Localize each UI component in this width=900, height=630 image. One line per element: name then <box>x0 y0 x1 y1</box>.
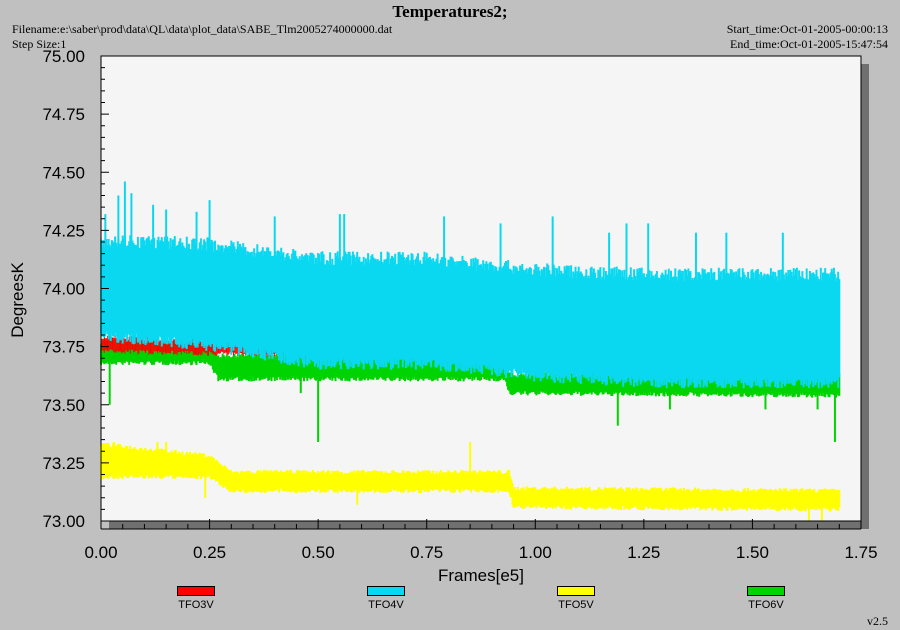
end-time-label: End_time:Oct-01-2005-15:47:54 <box>730 37 888 51</box>
start-time-label: Start_time:Oct-01-2005-00:00:13 <box>726 22 888 36</box>
x-tick-label: 0.25 <box>193 543 226 562</box>
y-tick-label: 73.25 <box>42 454 85 473</box>
version-label: v2.5 <box>867 614 888 628</box>
y-axis-label: DegreesK <box>8 262 27 338</box>
legend-label-tfo4v: TFO4V <box>368 599 404 611</box>
y-tick-label: 73.00 <box>42 512 85 531</box>
filename-label: Filename:e:\saber\prod\data\QL\data\plot… <box>12 22 393 36</box>
step-size-label: Step Size:1 <box>12 37 67 51</box>
chart-title: Temperatures2; <box>392 2 508 21</box>
legend-label-tfo6v: TFO6V <box>748 599 784 611</box>
legend-label-tfo5v: TFO5V <box>558 599 594 611</box>
y-tick-label: 74.25 <box>42 221 85 240</box>
legend-swatch-tfo5v <box>557 586 595 596</box>
y-tick-label: 75.00 <box>42 47 85 66</box>
legend-swatch-tfo6v <box>747 586 785 596</box>
x-axis-label: Frames[e5] <box>438 566 524 585</box>
x-tick-label: 0.00 <box>84 543 117 562</box>
y-tick-label: 74.00 <box>42 280 85 299</box>
y-tick-label: 73.50 <box>42 396 85 415</box>
series-tfo6v <box>100 339 841 442</box>
legend-swatch-tfo4v <box>367 586 405 596</box>
legend-swatch-tfo3v <box>177 586 215 596</box>
x-tick-label: 0.50 <box>302 543 335 562</box>
x-tick-label: 0.75 <box>410 543 443 562</box>
legend-label-tfo3v: TFO3V <box>178 599 214 611</box>
x-tick-label: 1.25 <box>627 543 660 562</box>
x-tick-label: 1.50 <box>736 543 769 562</box>
x-tick-label: 1.00 <box>519 543 552 562</box>
y-tick-label: 74.50 <box>42 163 85 182</box>
x-tick-label: 1.75 <box>844 543 877 562</box>
y-tick-label: 74.75 <box>42 105 85 124</box>
y-tick-label: 73.75 <box>42 338 85 357</box>
